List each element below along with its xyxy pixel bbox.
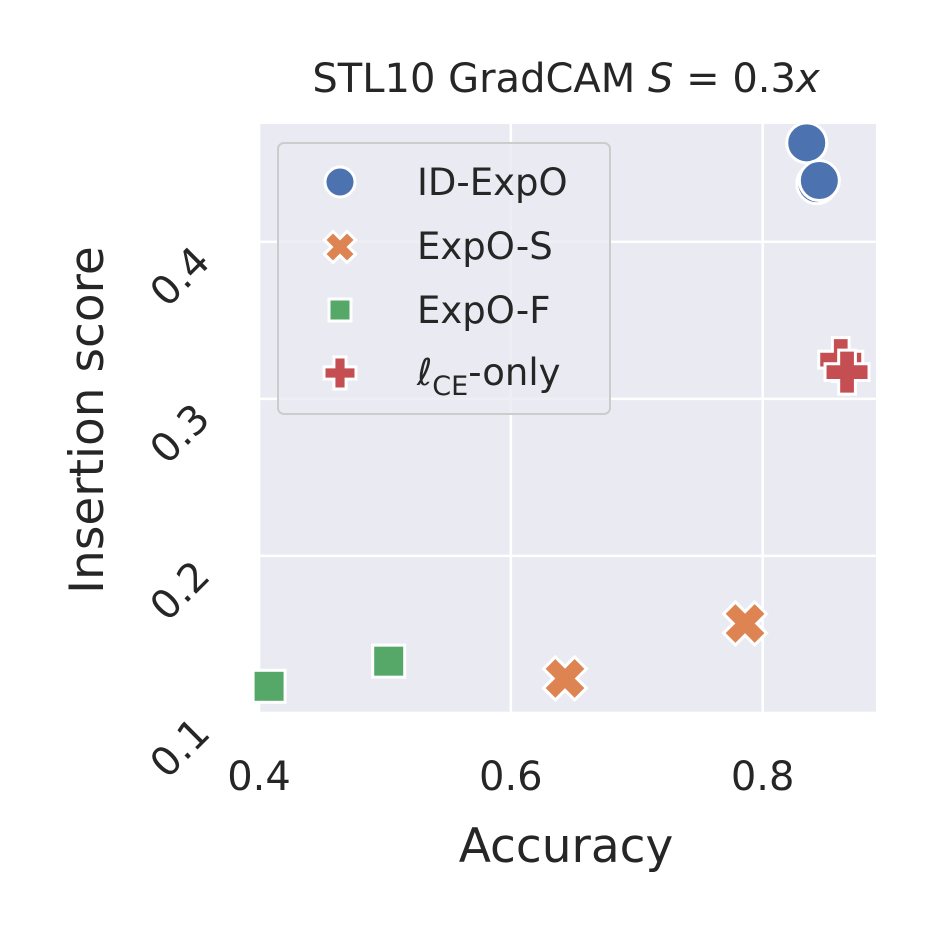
y-tick-labels: 0.1 0.2 0.3 0.4 xyxy=(142,238,220,787)
data-point-series-1 xyxy=(721,599,769,648)
data-point-series-2 xyxy=(251,668,287,704)
legend-label-expo-s: ExpO-S xyxy=(417,225,553,268)
x-tick-labels: 0.4 0.6 0.8 xyxy=(227,754,794,800)
y-axis-label: Insertion score xyxy=(60,246,115,594)
legend-marker-series-1 xyxy=(322,229,358,265)
data-point-series-2 xyxy=(371,643,407,679)
legend: ID-ExpO ExpO-S ExpO-F ℓCE-only xyxy=(277,142,611,415)
legend-label-ce-only: ℓCE-only xyxy=(416,351,561,402)
chart-title: STL10 GradCAM S = 0.3x xyxy=(312,56,820,102)
legend-marker-series-2 xyxy=(327,297,353,323)
x-tick-label: 0.6 xyxy=(479,754,543,800)
x-tick-label: 0.4 xyxy=(227,754,291,800)
x-axis-label: Accuracy xyxy=(459,819,674,874)
legend-marker-series-3 xyxy=(322,355,358,391)
legend-marker-series-0 xyxy=(323,165,357,199)
y-tick-label: 0.3 xyxy=(142,395,220,473)
data-points xyxy=(251,121,871,704)
y-tick-label: 0.4 xyxy=(142,238,220,316)
data-point-series-0 xyxy=(785,121,829,165)
data-point-series-3 xyxy=(823,348,871,396)
legend-label-expo-f: ExpO-F xyxy=(417,289,551,332)
legend-frame xyxy=(277,142,611,415)
x-tick-label: 0.8 xyxy=(731,754,795,800)
data-point-series-0 xyxy=(797,159,841,203)
legend-label-id-expo: ID-ExpO xyxy=(417,161,568,204)
data-point-series-1 xyxy=(541,654,589,703)
y-tick-label: 0.1 xyxy=(142,710,220,788)
y-tick-label: 0.2 xyxy=(142,552,220,630)
legend-markers xyxy=(322,165,358,391)
